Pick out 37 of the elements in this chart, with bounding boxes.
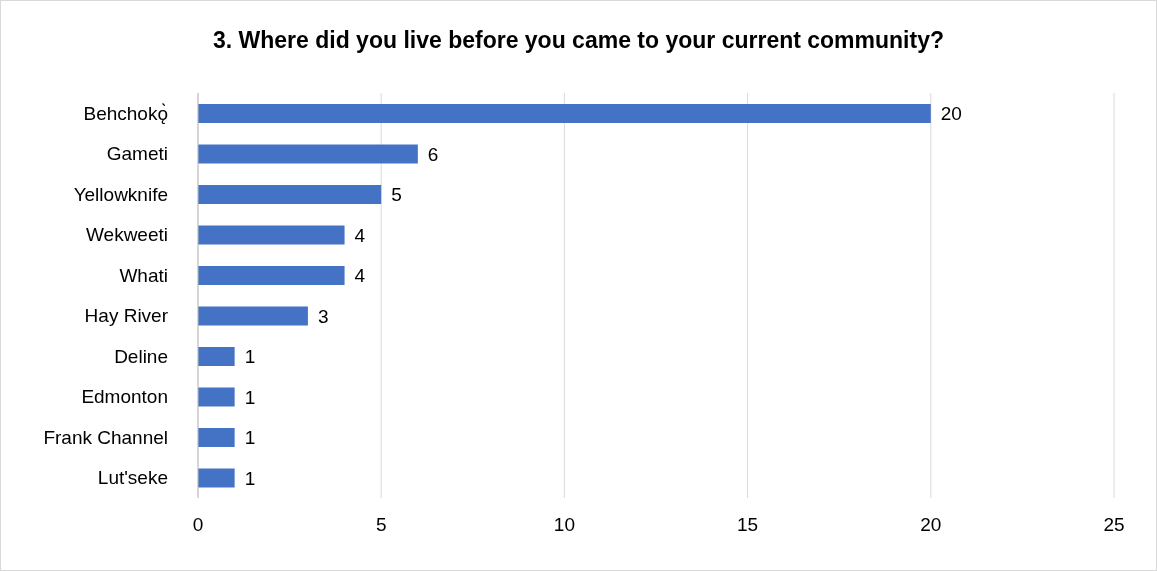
x-tick-label: 15	[737, 514, 759, 536]
bar	[198, 266, 345, 285]
x-tick-label: 20	[920, 514, 942, 536]
data-label: 20	[940, 103, 962, 125]
x-tick-label: 0	[192, 514, 204, 536]
x-tick-label: 10	[553, 514, 575, 536]
y-tick-label: Whati	[119, 264, 168, 286]
data-label: 1	[244, 386, 256, 408]
data-label: 5	[391, 184, 402, 206]
data-label: 1	[244, 427, 256, 449]
data-label: 1	[244, 346, 256, 368]
y-tick-label: Behchokǫ̀	[83, 103, 168, 124]
bar	[198, 185, 382, 204]
y-tick-label: Edmonton	[81, 386, 168, 408]
bar	[198, 306, 308, 326]
y-tick-label: Gameti	[106, 143, 168, 165]
x-tick-label: 5	[375, 514, 387, 536]
data-label: 4	[354, 224, 366, 246]
bar	[198, 104, 931, 123]
x-tick-label: 25	[1103, 514, 1125, 536]
chart-title: 3. Where did you live before you came to your current community?	[211, 27, 945, 54]
bar	[198, 144, 418, 164]
data-label: 6	[427, 143, 439, 165]
bar	[198, 428, 235, 447]
y-tick-label: Deline	[114, 345, 168, 367]
y-tick-label: Lut'seke	[97, 467, 168, 489]
bar	[198, 225, 345, 245]
data-label: 1	[244, 467, 256, 489]
y-tick-label: Wekweeti	[85, 224, 168, 246]
y-tick-label: Hay River	[84, 305, 169, 327]
y-tick-label: Yellowknife	[73, 183, 168, 205]
y-tick-label: Frank Channel	[43, 426, 168, 448]
data-label: 3	[317, 305, 329, 327]
bar	[198, 387, 235, 407]
data-label: 4	[354, 265, 366, 287]
bar	[198, 468, 235, 488]
bar	[198, 347, 235, 366]
